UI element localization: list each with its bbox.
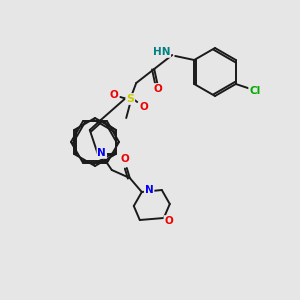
Text: N: N	[98, 148, 106, 158]
Text: O: O	[110, 90, 118, 100]
Text: O: O	[120, 154, 129, 164]
Text: O: O	[140, 102, 148, 112]
Text: HN: HN	[153, 47, 170, 57]
Text: N: N	[145, 185, 154, 195]
Text: O: O	[164, 216, 173, 226]
Text: S: S	[126, 94, 134, 104]
Text: O: O	[154, 84, 163, 94]
Text: Cl: Cl	[249, 86, 260, 96]
